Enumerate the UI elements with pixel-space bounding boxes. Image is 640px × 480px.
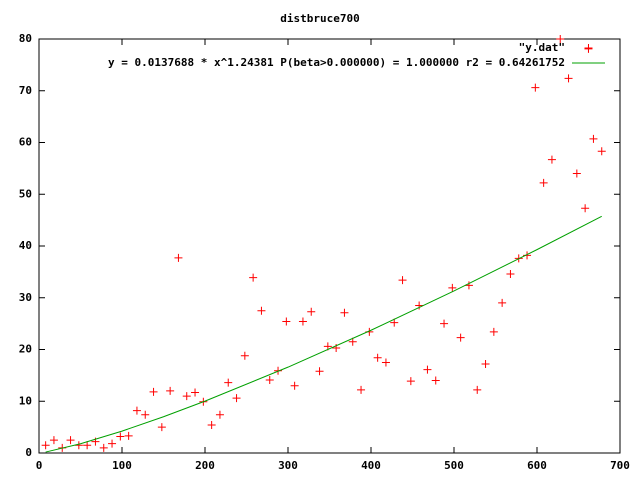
point xyxy=(456,333,465,342)
y-tick-label: 30 xyxy=(19,291,32,304)
point xyxy=(556,35,565,43)
x-tick-label: 600 xyxy=(527,459,547,472)
point xyxy=(265,376,274,385)
point xyxy=(498,298,507,307)
y-tick-label: 70 xyxy=(19,84,32,97)
point xyxy=(348,337,357,346)
point xyxy=(166,386,175,395)
point xyxy=(249,273,258,282)
point xyxy=(99,443,108,452)
point xyxy=(182,392,191,401)
point xyxy=(523,251,532,260)
point xyxy=(257,306,266,315)
point xyxy=(581,204,590,213)
y-tick-label: 50 xyxy=(19,187,32,200)
x-tick-label: 400 xyxy=(361,459,381,472)
point xyxy=(340,308,349,317)
point xyxy=(207,421,216,430)
point xyxy=(406,377,415,386)
x-tick-label: 200 xyxy=(195,459,215,472)
point xyxy=(390,318,399,327)
legend-key xyxy=(584,44,593,52)
point xyxy=(298,317,307,326)
point xyxy=(41,441,50,450)
point xyxy=(132,406,141,415)
point xyxy=(589,134,598,143)
x-tick-label: 300 xyxy=(278,459,298,472)
point xyxy=(66,436,75,445)
legend-label: "y.dat" xyxy=(519,41,565,54)
point xyxy=(440,319,449,328)
point xyxy=(531,83,540,92)
y-tick-label: 40 xyxy=(19,239,32,252)
point xyxy=(282,317,291,326)
point xyxy=(572,169,581,178)
y-tick-label: 60 xyxy=(19,136,32,149)
point xyxy=(547,155,556,164)
point xyxy=(489,327,498,336)
point xyxy=(240,351,249,360)
point xyxy=(448,283,457,292)
point xyxy=(398,276,407,285)
point xyxy=(332,343,341,352)
y-tick-label: 20 xyxy=(19,343,32,356)
chart-title: distbruce700 xyxy=(280,12,359,25)
point xyxy=(124,431,133,440)
point xyxy=(431,376,440,385)
y-tick-label: 80 xyxy=(19,32,32,45)
fit-line xyxy=(45,215,602,453)
plot-border xyxy=(38,38,621,454)
x-tick-label: 0 xyxy=(36,459,43,472)
point xyxy=(174,253,183,262)
point xyxy=(423,365,432,374)
point xyxy=(290,381,299,390)
point xyxy=(149,387,158,396)
point xyxy=(481,359,490,368)
point xyxy=(83,441,92,450)
point xyxy=(49,436,58,445)
point xyxy=(224,378,233,387)
point xyxy=(539,178,548,187)
point xyxy=(232,394,241,403)
point xyxy=(191,388,200,397)
point xyxy=(381,358,390,367)
point xyxy=(357,385,366,394)
point xyxy=(307,307,316,316)
x-tick-label: 100 xyxy=(112,459,132,472)
point xyxy=(116,432,125,441)
point xyxy=(157,423,166,432)
x-tick-label: 700 xyxy=(610,459,630,472)
point xyxy=(215,410,224,419)
point xyxy=(564,74,573,83)
point xyxy=(141,410,150,419)
point xyxy=(506,269,515,278)
x-tick-label: 500 xyxy=(444,459,464,472)
y-tick-label: 10 xyxy=(19,394,32,407)
point xyxy=(473,385,482,394)
point xyxy=(597,147,606,156)
y-tick-label: 0 xyxy=(25,446,32,459)
point xyxy=(108,439,117,448)
point xyxy=(415,301,424,310)
point xyxy=(315,367,324,376)
legend-label: y = 0.0137688 * x^1.24381 P(beta>0.00000… xyxy=(108,56,565,69)
point xyxy=(373,353,382,362)
